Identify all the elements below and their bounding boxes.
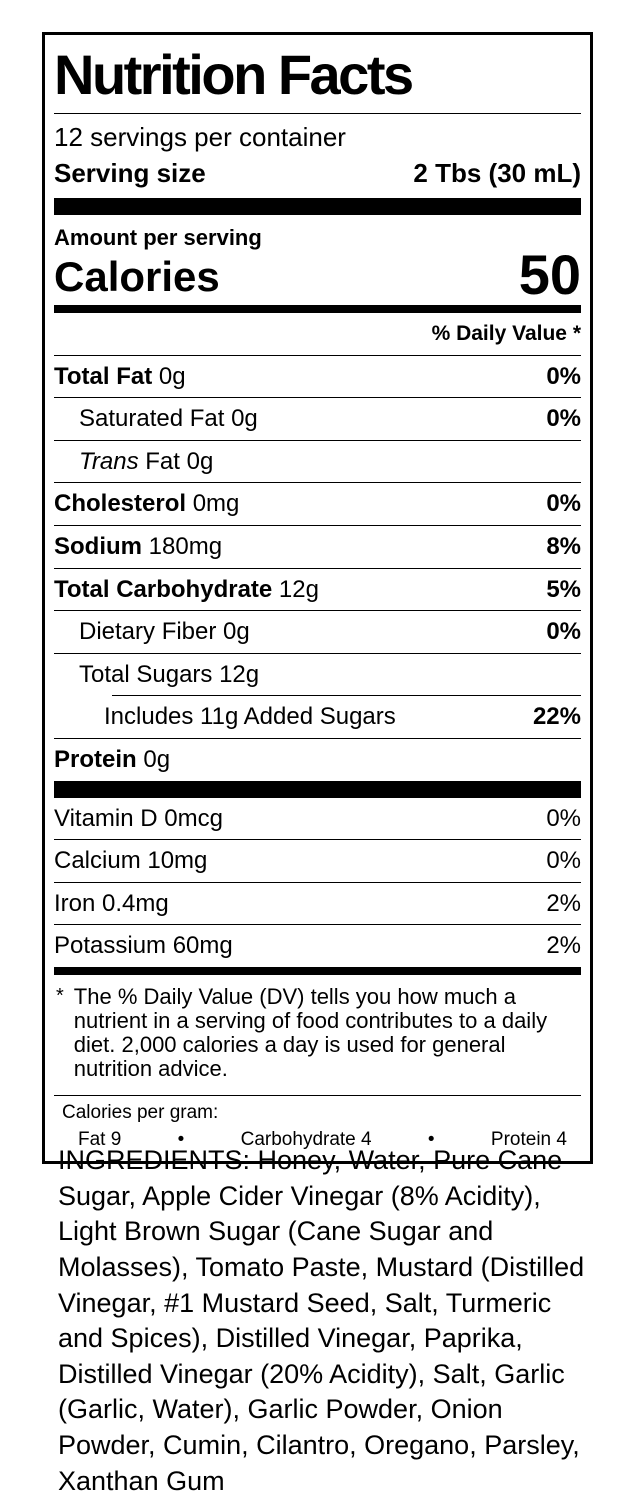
daily-value-footnote: * The % Daily Value (DV) tells you how m… [54,975,581,1095]
divider [54,354,581,356]
nutrient-row-sodium: Sodium 180mg 8% [54,526,581,568]
thick-separator-bar [54,198,581,215]
calories-per-gram-section: Calories per gram: Fat 9 • Carbohydrate … [54,1096,581,1161]
daily-value: 2% [546,889,581,917]
daily-value: 0% [546,405,581,433]
footnote-text: The % Daily Value (DV) tells you how muc… [73,983,548,1081]
nutrient-name: Trans Fat 0g [79,447,214,475]
divider [54,439,581,441]
medium-separator-bar [54,304,581,313]
serving-size-label: Serving size [54,158,206,188]
daily-value: 8% [546,532,581,560]
nutrient-name: Protein 0g [54,745,171,773]
calories-row: Calories 50 [54,243,581,306]
nutrient-row-total-carbohydrate: Total Carbohydrate 12g 5% [54,569,581,611]
calories-per-gram-heading: Calories per gram: [62,1101,219,1123]
divider [54,482,581,484]
divider [54,1094,581,1096]
nutrition-facts-label: Nutrition Facts 12 servings per containe… [42,32,593,1164]
cpg-carbohydrate: Carbohydrate 4 [240,1128,372,1150]
divider [54,737,581,739]
servings-per-container: 12 servings per container [54,122,346,152]
nutrient-name: Total Fat 0g [54,362,186,390]
divider [54,610,581,612]
nutrient-row-cholesterol: Cholesterol 0mg 0% [54,483,581,525]
vitamin-mineral-rows: Vitamin D 0mcg 0% Calcium 10mg 0% Iron 0.4mg… [54,798,581,967]
nutrient-name: Iron 0.4mg [54,889,169,917]
nutrient-name: Total Sugars 12g [79,660,260,688]
daily-value: 0% [546,490,581,518]
medium-separator-bar [54,966,581,975]
nutrient-row-calcium: Calcium 10mg 0% [54,840,581,882]
daily-value: 5% [546,575,581,603]
bullet-separator: • [427,1128,435,1150]
divider [54,924,581,926]
nutrient-row-iron: Iron 0.4mg 2% [54,883,581,925]
main-nutrient-rows: Total Fat 0g 0% Saturated Fat 0g 0% Trans Fa… [54,354,581,781]
serving-size-row: Serving size 2 Tbs (30 mL) [54,155,581,198]
divider [54,524,581,526]
divider [54,113,581,114]
serving-size-value: 2 Tbs (30 mL) [413,158,581,188]
cpg-fat: Fat 9 [78,1128,122,1150]
divider [54,397,581,399]
nutrient-row-saturated-fat: Saturated Fat 0g 0% [54,398,581,440]
nutrient-row-potassium: Potassium 60mg 2% [54,925,581,967]
nutrient-row-vitamin-d: Vitamin D 0mcg 0% [54,798,581,840]
calories-label: Calories [54,252,220,300]
nutrient-row-protein: Protein 0g [54,739,581,781]
label-title: Nutrition Facts [54,43,414,106]
thick-separator-bar [54,780,581,798]
calories-per-gram-values: Fat 9 • Carbohydrate 4 • Protein 4 [62,1127,581,1153]
divider [54,881,581,883]
daily-value: 0% [546,362,581,390]
divider [54,567,581,569]
divider [54,839,581,841]
daily-value: 0% [546,804,581,832]
daily-value: 22% [532,703,581,731]
nutrient-row-total-sugars: Total Sugars 12g [54,654,581,696]
daily-value-header: % Daily Value * [431,321,581,345]
nutrient-name: Cholesterol 0mg [54,490,240,518]
ingredients-paragraph: INGREDIENTS: Honey, Water, Pure Cane Sug… [58,1145,585,1496]
daily-value: 0% [546,847,581,875]
daily-value: 0% [546,618,581,646]
footnote-asterisk: * [56,984,64,1007]
daily-value: 2% [546,932,581,960]
amount-per-serving-label: Amount per serving [54,225,262,250]
nutrient-row-total-fat: Total Fat 0g 0% [54,356,581,398]
nutrient-name: Potassium 60mg [54,932,233,960]
nutrient-name: Includes 11g Added Sugars [104,703,396,731]
nutrient-name: Saturated Fat 0g [79,405,258,433]
nutrient-row-trans-fat: Trans Fat 0g [54,441,581,483]
calories-value: 50 [518,243,581,306]
nutrient-row-dietary-fiber: Dietary Fiber 0g 0% [54,611,581,653]
nutrient-name: Sodium 180mg [54,532,223,560]
bullet-separator: • [177,1128,185,1150]
nutrient-name: Vitamin D 0mcg [54,804,223,832]
divider [112,695,581,697]
cpg-protein: Protein 4 [490,1128,567,1150]
page: Nutrition Facts 12 servings per containe… [42,32,593,1496]
nutrient-row-added-sugars: Includes 11g Added Sugars 22% [54,696,581,738]
divider [54,652,581,654]
nutrient-name: Calcium 10mg [54,847,208,875]
nutrient-name: Dietary Fiber 0g [79,618,250,646]
nutrient-name: Total Carbohydrate 12g [54,575,319,603]
